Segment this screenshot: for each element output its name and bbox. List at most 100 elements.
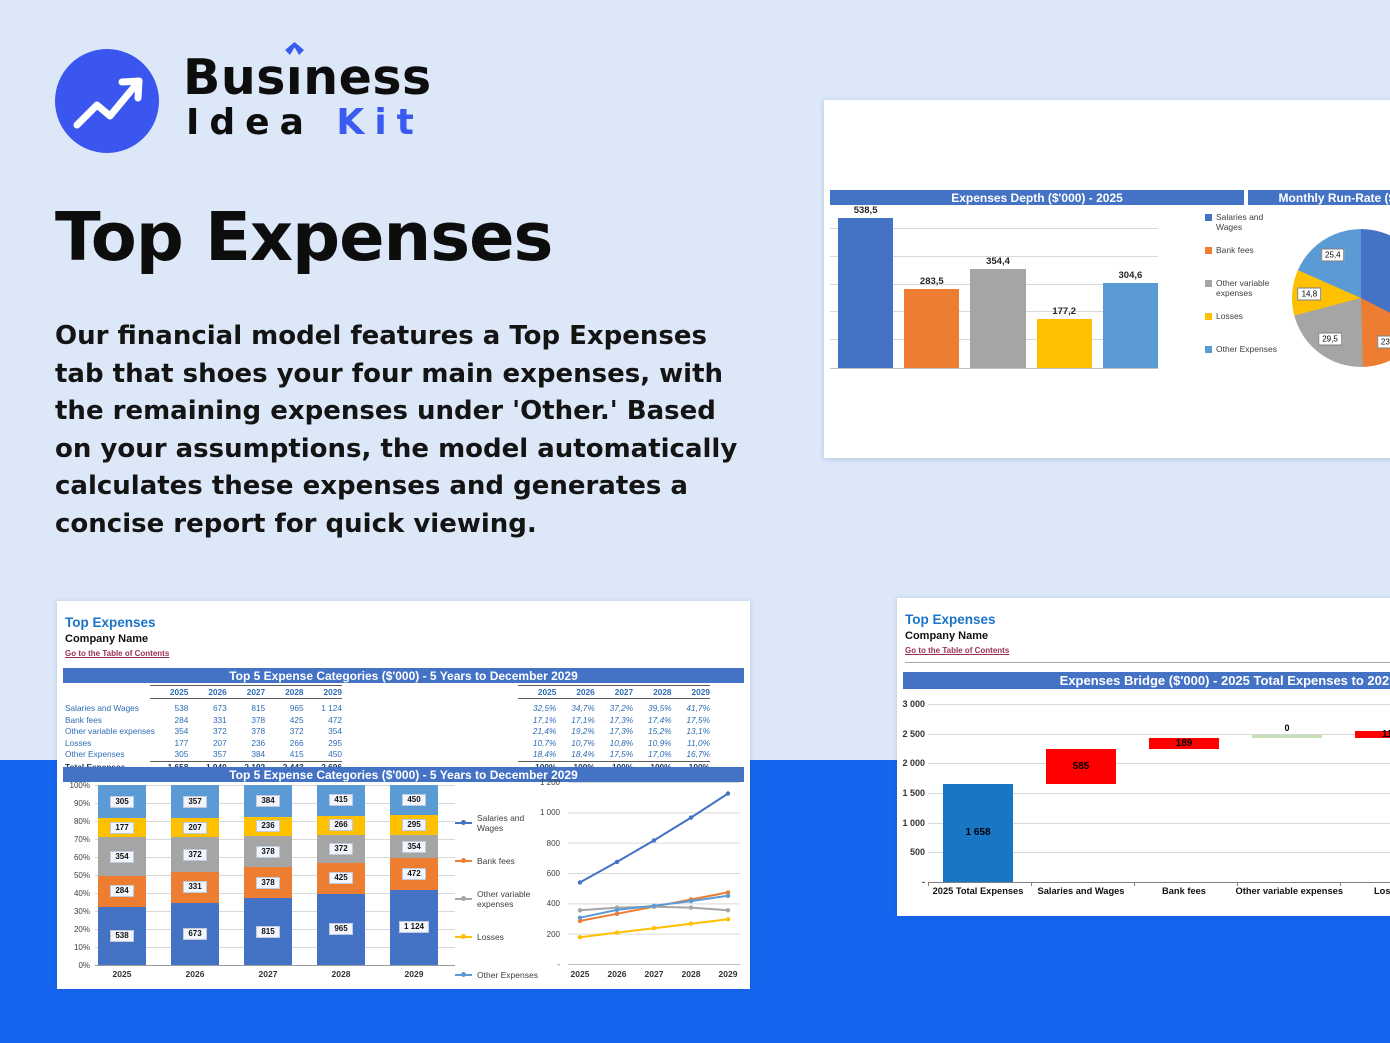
cell: 17,0% bbox=[648, 749, 672, 760]
legend-item: Bank fees bbox=[1205, 245, 1291, 278]
brand-post: ness bbox=[303, 49, 432, 106]
cell: 372 bbox=[212, 726, 227, 737]
sheet-company-name: Company Name bbox=[65, 633, 149, 645]
bars: 538,5 283,5 354,4 177,2 304,6 bbox=[830, 201, 1159, 368]
y-tick-label: 1 000 bbox=[539, 808, 560, 818]
y-tick-label: 3 000 bbox=[902, 699, 925, 709]
segment-value-label: 372 bbox=[329, 842, 353, 855]
cell: 10,7% bbox=[532, 737, 557, 748]
y-tick-label: 1 500 bbox=[902, 788, 925, 798]
bar-value-label: 283,5 bbox=[919, 276, 944, 288]
cell: 17,1% bbox=[532, 714, 557, 725]
x-tick-label: 2025 bbox=[570, 969, 590, 979]
y-tick-label: - bbox=[557, 960, 560, 969]
bar-value-label: 538,5 bbox=[853, 205, 878, 217]
stacked-column: 1 124 472 354 295 450 2029 bbox=[390, 785, 438, 979]
run-rate-pie-chart: 44,923,629,514,825,4 bbox=[1292, 229, 1390, 367]
y-tick-label: 2 500 bbox=[902, 728, 925, 739]
sheet-title: Top Expenses bbox=[65, 615, 156, 630]
table-of-contents-link[interactable]: Go to the Table of Contents bbox=[905, 646, 1010, 655]
legend-item: Other variable expenses bbox=[1205, 278, 1291, 311]
table-row: Salaries and Wages 538 673 815 965 1 124 32,5%… bbox=[57, 703, 750, 715]
cell: 17,1% bbox=[571, 714, 595, 725]
brand-name-line2: Idea Kit bbox=[186, 102, 424, 143]
pie-slice-label: 23,6 bbox=[1376, 335, 1390, 349]
top5-categories-screenshot: Top Expenses Company Name Go to the Tabl… bbox=[57, 601, 750, 989]
y-tick-label: 1 000 bbox=[902, 817, 925, 828]
brand-pre: Bus bbox=[183, 49, 286, 106]
row-percents: 32,5% 34,7% 37,2% 39,5% 41,7% bbox=[518, 703, 710, 713]
table-row: Other variable expenses 354 372 378 372 354 21… bbox=[57, 726, 750, 738]
cell: 1 940 bbox=[188, 762, 227, 772]
stacked-segment: 378 bbox=[244, 836, 292, 868]
stacked-segment: 266 bbox=[317, 815, 365, 836]
gridline bbox=[928, 763, 1390, 765]
expenses-bridge-chart: 1 658 585 189 0 118 bbox=[928, 704, 1390, 886]
segment-value-label: 207 bbox=[183, 821, 207, 834]
cell: 17,5% bbox=[686, 714, 710, 725]
segment-value-label: 331 bbox=[183, 881, 207, 894]
cell: 673 bbox=[212, 703, 227, 713]
row-values: 177 207 236 266 295 bbox=[150, 738, 342, 748]
bar bbox=[970, 269, 1026, 368]
cell: 39,5% bbox=[648, 703, 672, 713]
legend-item: Bank fees bbox=[455, 842, 549, 880]
y-tick-label: 200 bbox=[546, 929, 560, 939]
y-tick-label: 50% bbox=[73, 871, 90, 880]
top5-chart-header: Top 5 Expense Categories ($'000) - 5 Yea… bbox=[63, 767, 744, 782]
bar-value-label: 189 bbox=[1175, 737, 1193, 749]
y-tick-label: 70% bbox=[73, 835, 90, 844]
top5-line-chart bbox=[568, 782, 740, 970]
cell: 41,7% bbox=[686, 703, 710, 713]
stacked-segment: 207 bbox=[171, 818, 219, 838]
bar-value-label: 304,6 bbox=[1118, 270, 1143, 282]
row-values: 354 372 378 372 354 bbox=[150, 726, 342, 736]
table-of-contents-link[interactable]: Go to the Table of Contents bbox=[65, 649, 170, 658]
row-label: Bank fees bbox=[65, 714, 102, 725]
row-label: Salaries and Wages bbox=[65, 703, 139, 713]
x-tick-label: 2027 bbox=[258, 969, 278, 979]
y-tick-label: - bbox=[922, 877, 925, 887]
axis-tick bbox=[1340, 882, 1341, 886]
bar-column: 304,6 bbox=[1102, 201, 1159, 368]
bar bbox=[1036, 318, 1092, 368]
expenses-bridge-screenshot: Top Expenses Company Name Go to the Tabl… bbox=[897, 598, 1390, 916]
cell: 284 bbox=[174, 714, 189, 725]
line-plot bbox=[568, 782, 740, 965]
y-tick-label: 10% bbox=[73, 943, 90, 952]
category-label: Salaries and Wages bbox=[1037, 886, 1125, 896]
axis-tick bbox=[1237, 882, 1238, 886]
cell: 2 192 bbox=[227, 762, 265, 772]
stacked-segment: 236 bbox=[244, 816, 292, 837]
x-tick-label: 2029 bbox=[404, 969, 424, 979]
stacked-segment: 472 bbox=[390, 858, 438, 890]
segment-value-label: 378 bbox=[256, 845, 280, 858]
cell: 2026 bbox=[208, 687, 227, 697]
legend-label: Losses bbox=[477, 932, 504, 942]
cell: 425 bbox=[289, 714, 304, 725]
cell: 18,4% bbox=[532, 749, 557, 760]
axis-tick bbox=[1134, 882, 1135, 886]
row-percents: 2025 2026 2027 2028 2029 bbox=[518, 685, 710, 699]
cell: 17,4% bbox=[648, 714, 672, 725]
legend-swatch bbox=[1205, 346, 1212, 353]
y-tick-label: 90% bbox=[73, 799, 90, 808]
run-rate-pie-header: Monthly Run-Rate ($'000) - 2025 bbox=[1248, 190, 1390, 205]
cell: 357 bbox=[212, 749, 227, 760]
legend-swatch bbox=[1205, 280, 1212, 287]
y-tick-label: 0% bbox=[78, 961, 90, 970]
cell: 2026 bbox=[576, 687, 595, 697]
cell: 384 bbox=[251, 749, 266, 760]
x-tick-label: 2026 bbox=[185, 969, 205, 979]
bar bbox=[1102, 283, 1159, 368]
cell: 100% bbox=[672, 762, 710, 772]
stacked-column: 965 425 372 266 415 2028 bbox=[317, 785, 365, 979]
bar-column: 354,4 bbox=[970, 201, 1026, 368]
columns: 538 284 354 177 305 2025 673 331 372 207 357 2026 81… bbox=[95, 785, 455, 979]
legend-item: Other Expenses bbox=[1205, 344, 1291, 377]
table-years-row: 2025 2026 2027 2028 2029 2025 2026 2027 2028 2029 bbox=[57, 685, 750, 699]
bar-column: 177,2 bbox=[1036, 201, 1092, 368]
segment-value-label: 415 bbox=[329, 794, 353, 807]
segment-value-label: 295 bbox=[402, 819, 426, 831]
bar-value-label: 354,4 bbox=[986, 256, 1010, 268]
